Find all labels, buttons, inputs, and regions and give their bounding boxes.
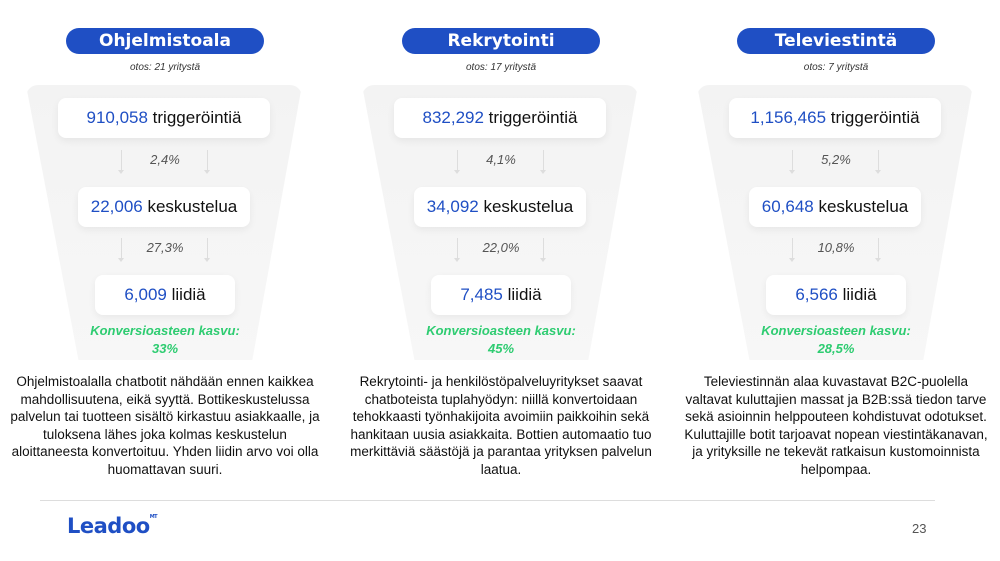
conversations-label: keskustelua bbox=[818, 197, 909, 216]
industry-description: Televiestinnän alaa kuvastavat B2C-puole… bbox=[684, 374, 988, 477]
leads-label: liidiä bbox=[842, 285, 877, 304]
rate-conversations-to-leads: 27,3% bbox=[146, 240, 184, 255]
conversations-box: 34,092 keskustelua bbox=[414, 187, 586, 227]
triggers-label: triggeröintiä bbox=[830, 108, 920, 127]
conversations-value: 34,092 bbox=[426, 197, 479, 216]
leads-value: 6,566 bbox=[795, 285, 838, 304]
arrow-down-icon bbox=[875, 238, 881, 262]
arrow-down-icon bbox=[540, 150, 546, 174]
triggers-box: 910,058 triggeröintiä bbox=[58, 98, 270, 138]
conversations-box: 60,648 keskustelua bbox=[749, 187, 921, 227]
leads-value: 6,009 bbox=[124, 285, 167, 304]
arrow-down-icon bbox=[789, 238, 795, 262]
leads-value: 7,485 bbox=[460, 285, 503, 304]
conversations-value: 60,648 bbox=[761, 197, 814, 216]
triggers-value: 1,156,465 bbox=[750, 108, 827, 127]
growth-value: 28,5% bbox=[817, 341, 855, 356]
sample-size: otos: 17 yritystä bbox=[465, 62, 537, 73]
footer-divider bbox=[40, 500, 935, 501]
leads-box: 7,485 liidiä bbox=[431, 275, 571, 315]
growth-value: 33% bbox=[151, 341, 179, 356]
triggers-value: 910,058 bbox=[86, 108, 148, 127]
industry-title: Televiestintä bbox=[737, 28, 935, 54]
arrow-down-icon bbox=[540, 238, 546, 262]
conversations-box: 22,006 keskustelua bbox=[78, 187, 250, 227]
industry-column: Rekrytointi otos: 17 yritystä 832,292 tr… bbox=[336, 0, 666, 500]
triggers-label: triggeröintiä bbox=[488, 108, 578, 127]
rate-triggers-to-conversations: 5,2% bbox=[821, 152, 851, 167]
rate-conversations-to-leads: 10,8% bbox=[817, 240, 855, 255]
sample-size: otos: 7 yritystä bbox=[803, 62, 869, 73]
leads-label: liidiä bbox=[507, 285, 542, 304]
logo-mark: MT bbox=[149, 514, 158, 520]
industry-column: Televiestintä otos: 7 yritystä 1,156,465… bbox=[671, 0, 1000, 500]
industry-description: Ohjelmistoalalla chatbotit nähdään ennen… bbox=[10, 374, 320, 477]
arrow-down-icon bbox=[204, 238, 210, 262]
arrow-down-icon bbox=[118, 238, 124, 262]
industry-description: Rekrytointi- ja henkilöstöpalveluyrityks… bbox=[350, 374, 652, 477]
leads-box: 6,009 liidiä bbox=[95, 275, 235, 315]
page-number: 23 bbox=[912, 521, 927, 536]
rate-triggers-to-conversations: 4,1% bbox=[486, 152, 516, 167]
sample-size: otos: 21 yritystä bbox=[129, 62, 201, 73]
growth-label: Konversioasteen kasvu: bbox=[426, 323, 576, 338]
leadoo-logo: LeadooMT bbox=[67, 514, 158, 538]
conversations-value: 22,006 bbox=[90, 197, 143, 216]
arrow-down-icon bbox=[118, 150, 124, 174]
triggers-box: 1,156,465 triggeröintiä bbox=[729, 98, 941, 138]
arrow-down-icon bbox=[789, 150, 795, 174]
industry-column: Ohjelmistoala otos: 21 yritystä 910,058 … bbox=[0, 0, 330, 500]
growth-label: Konversioasteen kasvu: bbox=[90, 323, 240, 338]
conversations-label: keskustelua bbox=[147, 197, 238, 216]
industry-title: Ohjelmistoala bbox=[66, 28, 264, 54]
conversations-label: keskustelua bbox=[483, 197, 574, 216]
arrow-down-icon bbox=[875, 150, 881, 174]
industry-title: Rekrytointi bbox=[402, 28, 600, 54]
triggers-value: 832,292 bbox=[422, 108, 484, 127]
arrow-down-icon bbox=[454, 150, 460, 174]
rate-triggers-to-conversations: 2,4% bbox=[150, 152, 180, 167]
growth-value: 45% bbox=[487, 341, 515, 356]
leads-box: 6,566 liidiä bbox=[766, 275, 906, 315]
triggers-label: triggeröintiä bbox=[152, 108, 242, 127]
arrow-down-icon bbox=[204, 150, 210, 174]
rate-conversations-to-leads: 22,0% bbox=[482, 240, 520, 255]
arrow-down-icon bbox=[454, 238, 460, 262]
logo-text: Leadoo bbox=[67, 514, 150, 538]
growth-label: Konversioasteen kasvu: bbox=[761, 323, 911, 338]
leads-label: liidiä bbox=[171, 285, 206, 304]
triggers-box: 832,292 triggeröintiä bbox=[394, 98, 606, 138]
